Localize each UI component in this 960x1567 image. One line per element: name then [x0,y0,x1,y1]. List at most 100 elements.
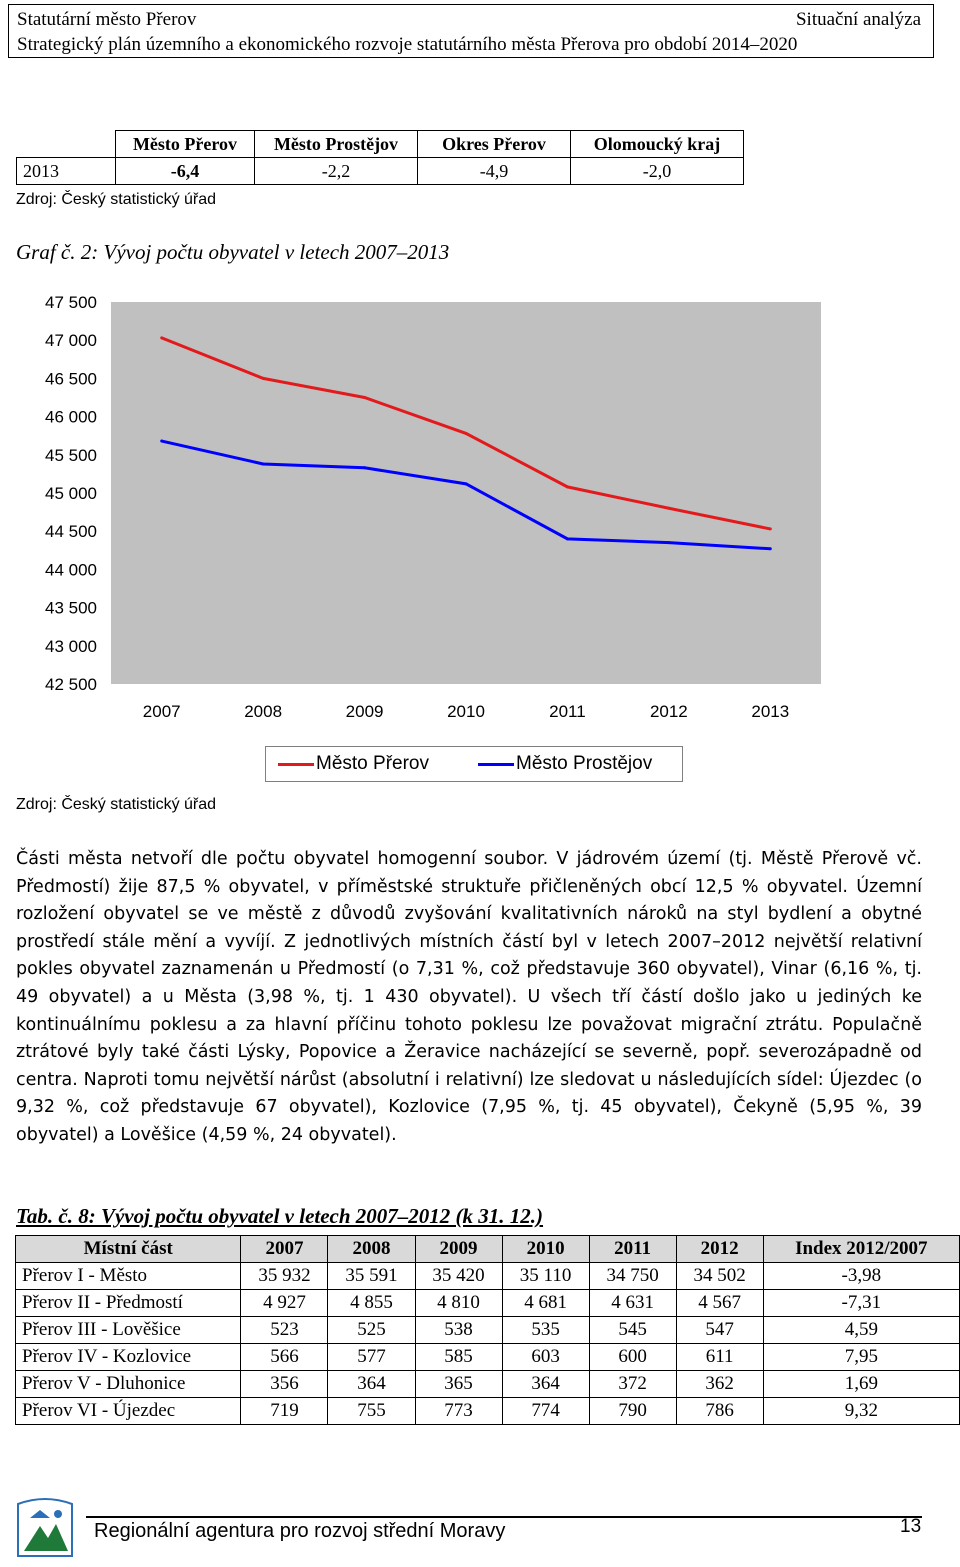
table-cell: -3,98 [762,1262,960,1290]
page-header: Statutární město Přerov Situační analýza… [8,4,934,58]
table-cell: 364 [327,1370,416,1398]
data-point [768,527,772,531]
table-header-cell: Okres Přerov [417,130,571,158]
table-cell: 4 810 [414,1289,503,1317]
chart-source-note: Zdroj: Český statistický úřad [16,796,217,813]
data-point [160,336,164,340]
footer-divider [86,1516,922,1518]
table-row: Přerov VI - Újezdec 719 755 773 774 790 786 9,3… [14,1397,960,1425]
table-row: Přerov II - Předmostí 4 927 4 855 4 810 4 68… [14,1289,960,1317]
data-point [363,466,367,470]
table-header-cell: 2011 [588,1235,677,1263]
table-header-cell: 2008 [327,1235,416,1263]
data-point [261,462,265,466]
table-cell: 774 [501,1397,590,1425]
legend-label-prerov: Město Přerov [316,753,429,774]
x-tick-label: 2008 [244,702,282,721]
table-row: Přerov I - Město 35 932 35 591 35 420 35 110… [14,1262,960,1290]
table-cell: 611 [675,1343,764,1371]
table-cell: 790 [588,1397,677,1425]
table-cell: 566 [240,1343,329,1371]
table-cell: 525 [327,1316,416,1344]
table-header-cell: Olomoucký kraj [570,130,744,158]
table-cell: 523 [240,1316,329,1344]
data-point [565,537,569,541]
header-section: Situační analýza [795,9,921,30]
table-header-row: Místní část 2007 2008 2009 2010 2011 201… [14,1235,960,1263]
table-header-cell: 2009 [414,1235,503,1263]
table-cell: 755 [327,1397,416,1425]
chart-svg: 47 500 47 000 46 500 46 000 45 500 45 000 44 5… [45,293,821,721]
table-cell: Přerov III - Lověšice [14,1316,242,1344]
y-tick-label: 46 000 [45,408,97,427]
table-cell: 773 [414,1397,503,1425]
table-cell: 585 [414,1343,503,1371]
x-tick-label: 2007 [143,702,181,721]
chart-legend: Město Přerov Město Prostějov [265,746,683,782]
y-tick-label: 45 000 [45,484,97,503]
header-city: Statutární město Přerov [17,9,197,30]
table-cell: 545 [588,1316,677,1344]
population-line-chart: 47 500 47 000 46 500 46 000 45 500 45 000 44 5… [16,285,834,785]
table-row: Přerov V - Dluhonice 356 364 365 364 372 362 1,… [14,1370,960,1398]
legend-swatch-prerov [278,763,314,766]
table-cell: 35 932 [240,1262,329,1290]
legend-label-prostejov: Město Prostějov [516,753,653,774]
table-header-cell: 2010 [501,1235,590,1263]
table-cell: 35 591 [327,1262,416,1290]
data-point [667,506,671,510]
table-cell: -7,31 [762,1289,960,1317]
table-cell: 577 [327,1343,416,1371]
table-cell: 4 927 [240,1289,329,1317]
table-cell: 547 [675,1316,764,1344]
table-cell: Přerov VI - Újezdec [14,1397,242,1425]
table-cell: 603 [501,1343,590,1371]
table-cell: 4 681 [501,1289,590,1317]
local-parts-table: Místní část 2007 2008 2009 2010 2011 201… [14,1235,960,1425]
body-paragraph: Části města netvoří dle počtu obyvatel h… [16,849,922,1145]
table-cell: 356 [240,1370,329,1398]
data-point [261,376,265,380]
table-cell: 538 [414,1316,503,1344]
x-tick-label: 2009 [346,702,384,721]
header-subtitle: Strategický plán územního a ekonomického… [17,34,798,55]
table-row: Přerov IV - Kozlovice 566 577 585 603 600 611 7… [14,1343,960,1371]
data-point [768,547,772,551]
table-cell: 362 [675,1370,764,1398]
table-cell: 372 [588,1370,677,1398]
agency-logo [17,1498,73,1557]
table-header-cell: Město Prostějov [254,130,418,158]
table-cell: 4 567 [675,1289,764,1317]
table-header-row: Město Přerov Město Prostějov Okres Přero… [17,130,744,158]
x-tick-label: 2013 [751,702,789,721]
table-cell: 600 [588,1343,677,1371]
table-cell: 786 [675,1397,764,1425]
table-header-cell: 2007 [240,1235,329,1263]
table-cell: 9,32 [762,1397,960,1425]
y-tick-label: 43 500 [45,599,97,618]
data-point [464,482,468,486]
footer-agency: Regionální agentura pro rozvoj střední M… [94,1520,506,1542]
data-point [565,485,569,489]
table-header-cell: Město Přerov [115,130,255,158]
y-tick-label: 44 500 [45,522,97,541]
graph-title: Graf č. 2: Vývoj počtu obyvatel v letech… [16,240,450,264]
table-cell: 4 631 [588,1289,677,1317]
table-cell: -2,0 [570,157,744,185]
y-tick-label: 44 000 [45,560,97,579]
table-cell: 35 420 [414,1262,503,1290]
table-cell: -4,9 [417,157,571,185]
table-cell: 4,59 [762,1316,960,1344]
table-cell: Přerov IV - Kozlovice [14,1343,242,1371]
table-cell: 719 [240,1397,329,1425]
table-header-cell [17,131,116,158]
table-header-cell: 2012 [675,1235,764,1263]
table-cell: 364 [501,1370,590,1398]
table-cell: 535 [501,1316,590,1344]
table-header-cell: Index 2012/2007 [762,1235,960,1263]
y-tick-label: 42 500 [45,675,97,694]
table-cell: 4 855 [327,1289,416,1317]
table-cell: Přerov I - Město [14,1262,242,1290]
y-tick-label: 45 500 [45,446,97,465]
table-cell: -2,2 [254,157,418,185]
